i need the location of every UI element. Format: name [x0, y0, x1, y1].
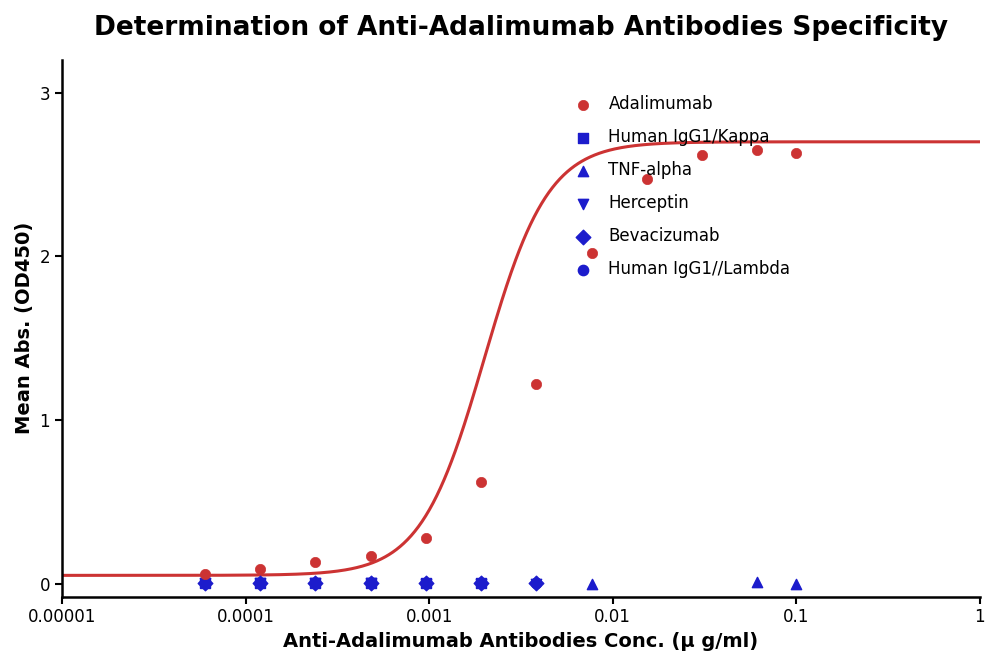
Bevacizumab	[363, 577, 379, 588]
Herceptin	[473, 579, 489, 589]
Adalimumab	[528, 378, 544, 389]
Bevacizumab	[197, 577, 213, 588]
Adalimumab	[749, 145, 765, 155]
Y-axis label: Mean Abs. (OD450): Mean Abs. (OD450)	[15, 222, 34, 434]
Adalimumab	[197, 568, 213, 579]
Human IgG1//Lambda	[363, 577, 379, 588]
Human IgG1//Lambda	[252, 577, 268, 588]
Human IgG1/Kappa	[252, 577, 268, 588]
Adalimumab	[473, 477, 489, 488]
TNF-alpha	[584, 578, 600, 589]
Adalimumab	[639, 174, 655, 184]
X-axis label: Anti-Adalimumab Antibodies Conc. (μ g/ml): Anti-Adalimumab Antibodies Conc. (μ g/ml…	[283, 632, 758, 651]
Herceptin	[307, 577, 323, 588]
Adalimumab	[363, 550, 379, 561]
Human IgG1//Lambda	[473, 577, 489, 588]
Bevacizumab	[473, 577, 489, 588]
Herceptin	[418, 578, 434, 589]
TNF-alpha	[749, 577, 765, 587]
Bevacizumab	[418, 577, 434, 588]
Human IgG1/Kappa	[307, 577, 323, 588]
Adalimumab	[252, 563, 268, 574]
Bevacizumab	[528, 577, 544, 588]
Herceptin	[197, 577, 213, 588]
Adalimumab	[788, 148, 804, 159]
Human IgG1//Lambda	[197, 577, 213, 588]
Title: Determination of Anti-Adalimumab Antibodies Specificity: Determination of Anti-Adalimumab Antibod…	[94, 15, 948, 41]
Herceptin	[528, 579, 544, 589]
Bevacizumab	[307, 577, 323, 588]
Adalimumab	[694, 150, 710, 161]
TNF-alpha	[788, 578, 804, 589]
Human IgG1//Lambda	[528, 577, 544, 588]
Adalimumab	[307, 557, 323, 567]
Human IgG1/Kappa	[473, 577, 489, 588]
Herceptin	[252, 577, 268, 588]
Herceptin	[363, 577, 379, 588]
Human IgG1/Kappa	[197, 577, 213, 588]
Bevacizumab	[252, 577, 268, 588]
Human IgG1/Kappa	[363, 577, 379, 588]
Human IgG1//Lambda	[418, 577, 434, 588]
Human IgG1/Kappa	[418, 577, 434, 588]
Adalimumab	[584, 248, 600, 258]
Adalimumab	[418, 532, 434, 543]
Human IgG1//Lambda	[307, 577, 323, 588]
Legend: Adalimumab, Human IgG1/Kappa, TNF-alpha, Herceptin, Bevacizumab, Human IgG1//Lam: Adalimumab, Human IgG1/Kappa, TNF-alpha,…	[575, 95, 790, 278]
